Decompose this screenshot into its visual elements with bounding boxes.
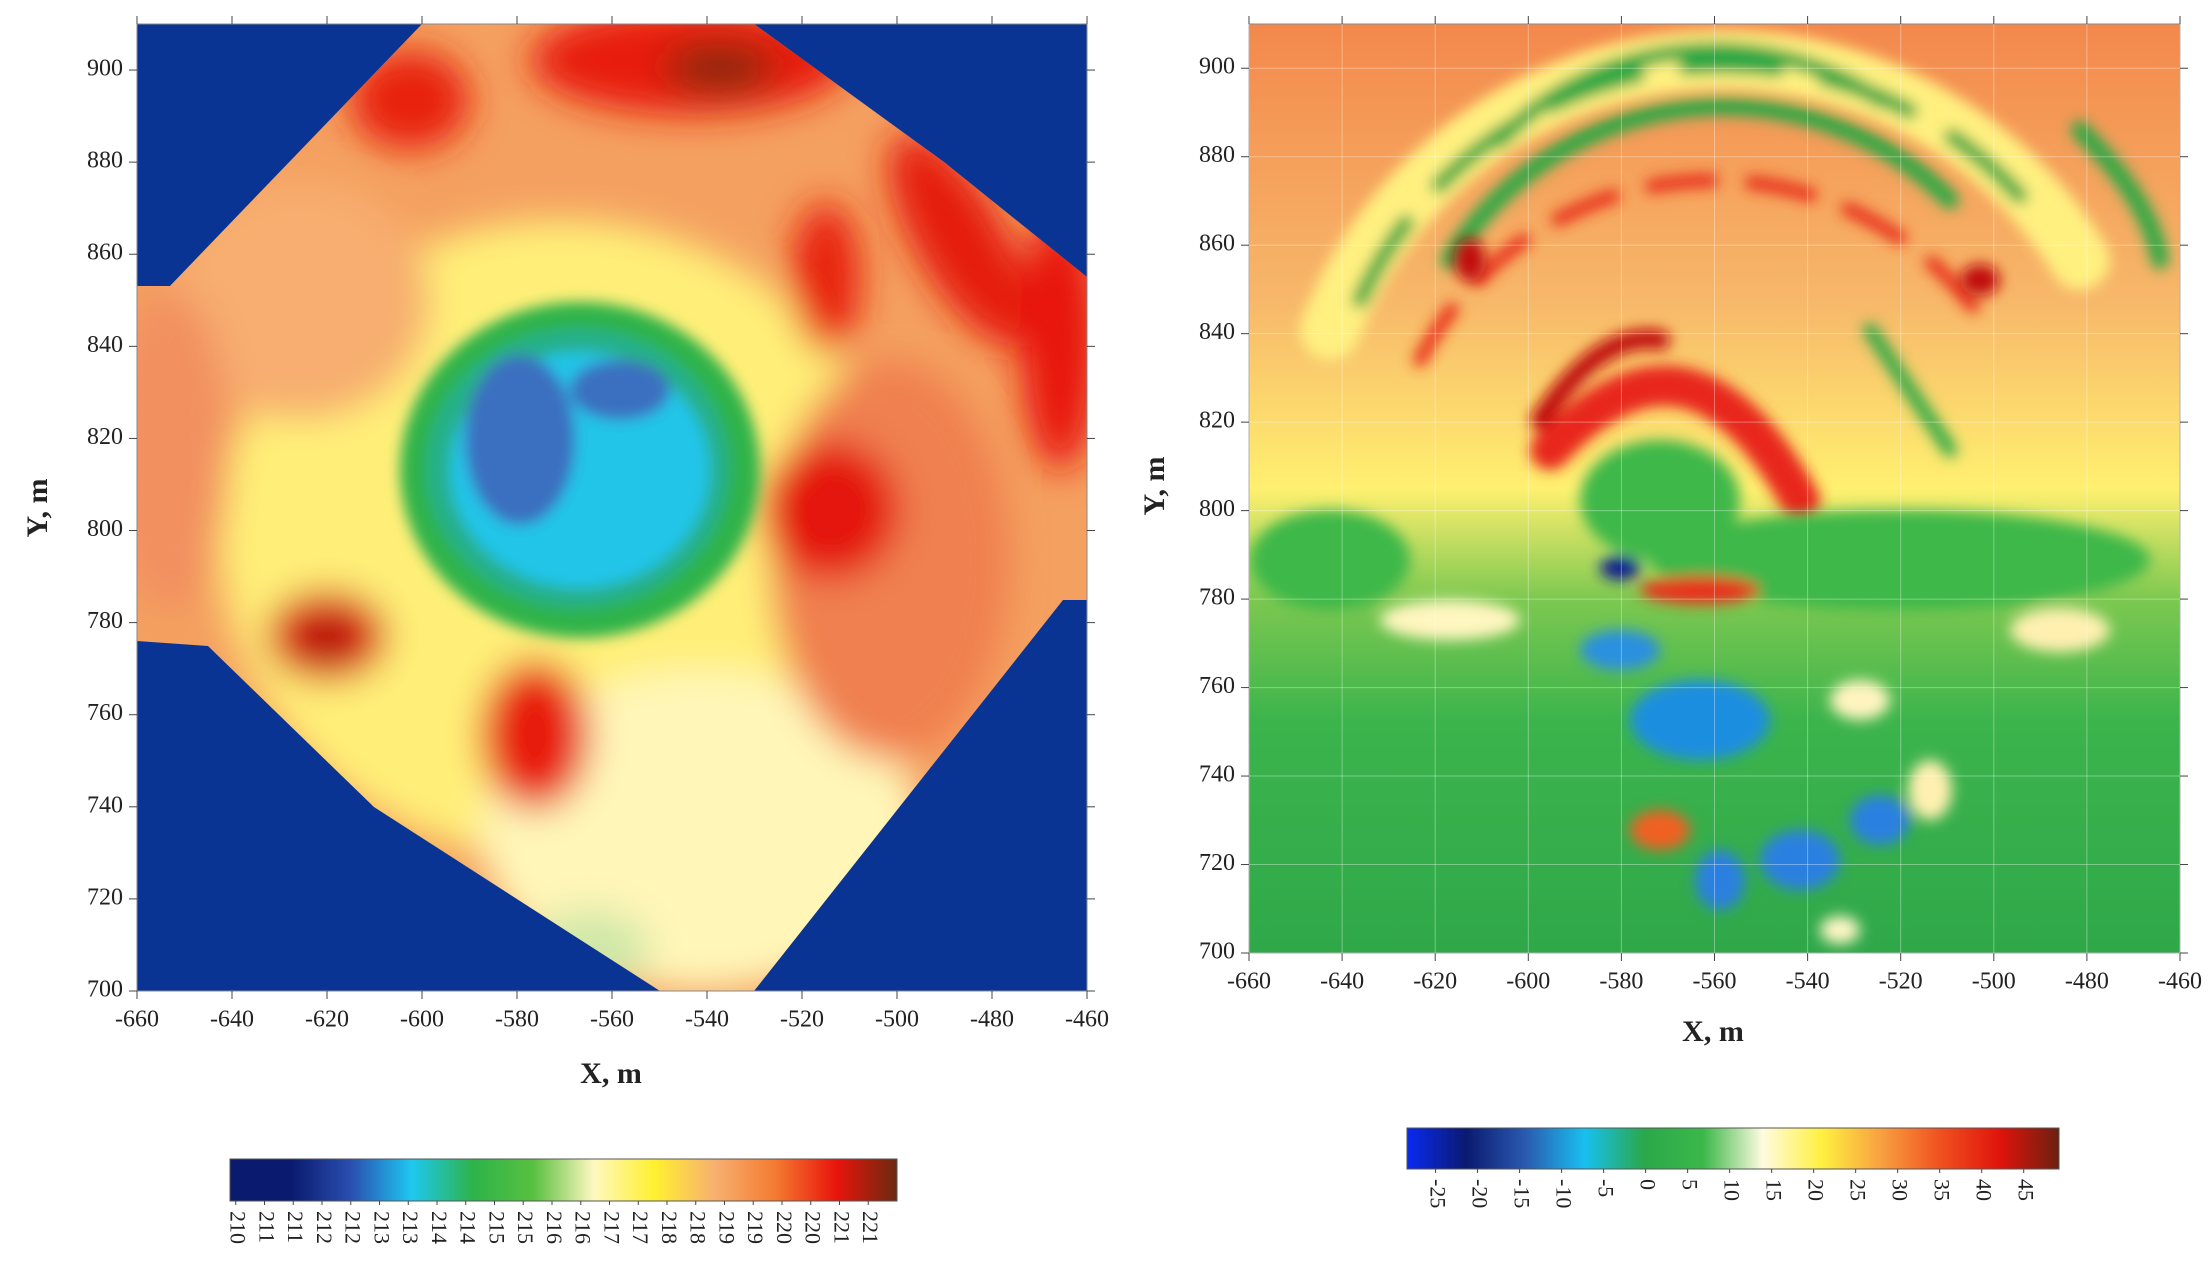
x-tick-label: -660 <box>115 1007 159 1033</box>
colorbar-tick-label: 213 <box>369 1211 394 1244</box>
colorbar-tick-label: 219 <box>714 1211 739 1244</box>
colorbar-tick-label: 5 <box>1678 1179 1703 1190</box>
y-tick-label: 900 <box>87 56 123 82</box>
x-axis-label: X, m <box>1682 1015 1744 1048</box>
colorbar-tick-label: 218 <box>686 1211 711 1244</box>
colorbar-tick-label: 216 <box>571 1211 596 1244</box>
colorbar <box>1406 1127 2060 1170</box>
colorbar-tick-label: 219 <box>743 1211 768 1244</box>
y-tick-label: 720 <box>1199 850 1235 876</box>
x-tick-label: -540 <box>1786 969 1830 995</box>
x-tick-label: -560 <box>1693 969 1737 995</box>
colorbar-tick-label: 216 <box>542 1211 567 1244</box>
x-tick-label: -640 <box>1320 969 1364 995</box>
x-tick-label: -500 <box>1972 969 2016 995</box>
y-tick-label: 700 <box>1199 939 1235 965</box>
colorbar-tick-label: 15 <box>1762 1179 1787 1201</box>
colorbar-tick-label: -10 <box>1552 1179 1577 1208</box>
x-tick-label: -580 <box>495 1007 539 1033</box>
x-tick-label: -500 <box>875 1007 919 1033</box>
colorbar-tick-label: 45 <box>2014 1179 2039 1201</box>
x-tick-label: -600 <box>1506 969 1550 995</box>
x-tick-label: -600 <box>400 1007 444 1033</box>
colorbar-tick-label: 221 <box>829 1211 854 1244</box>
y-tick-label: 740 <box>1199 762 1235 788</box>
colorbar-tick-label: 211 <box>254 1211 279 1243</box>
colorbar-tick-label: 214 <box>456 1211 481 1244</box>
x-tick-label: -480 <box>2065 969 2109 995</box>
colorbar-tick-label: 20 <box>1804 1179 1829 1201</box>
x-tick-label: -460 <box>2158 969 2202 995</box>
y-tick-label: 820 <box>1199 408 1235 434</box>
y-axis-label: Y, m <box>1138 457 1171 516</box>
colorbar-tick-label: 210 <box>226 1211 251 1244</box>
colorbar-tick-label: 217 <box>628 1211 653 1244</box>
colorbar-tick-label: 214 <box>427 1211 452 1244</box>
colorbar-tick-label: 212 <box>341 1211 366 1244</box>
y-tick-label: 740 <box>87 792 123 818</box>
y-tick-label: 860 <box>1199 231 1235 257</box>
x-tick-label: -480 <box>970 1007 1014 1033</box>
x-tick-label: -540 <box>685 1007 729 1033</box>
colorbar-tick-label: 0 <box>1636 1179 1661 1190</box>
x-tick-label: -620 <box>1413 969 1457 995</box>
colorbar-tick-label: 40 <box>1972 1179 1997 1201</box>
x-tick-label: -520 <box>1879 969 1923 995</box>
x-tick-label: -640 <box>210 1007 254 1033</box>
y-tick-label: 820 <box>87 424 123 450</box>
x-tick-label: -560 <box>590 1007 634 1033</box>
y-axis-label: Y, m <box>21 479 54 538</box>
colorbar-tick-label: 30 <box>1888 1179 1913 1201</box>
x-tick-label: -580 <box>1599 969 1643 995</box>
map-left <box>137 24 1087 991</box>
colorbar-tick-label: -5 <box>1594 1179 1619 1197</box>
colorbar-tick-label: -15 <box>1510 1179 1535 1208</box>
colorbar-tick-label: 215 <box>513 1211 538 1244</box>
y-tick-label: 780 <box>1199 585 1235 611</box>
y-tick-label: 900 <box>1199 54 1235 80</box>
x-tick-label: -620 <box>305 1007 349 1033</box>
y-tick-label: 720 <box>87 884 123 910</box>
y-tick-label: 800 <box>87 516 123 542</box>
colorbar-tick-label: 212 <box>312 1211 337 1244</box>
y-tick-label: 760 <box>1199 673 1235 699</box>
y-tick-label: 760 <box>87 700 123 726</box>
y-tick-label: 840 <box>1199 319 1235 345</box>
colorbar-tick-label: 218 <box>657 1211 682 1244</box>
colorbar-tick-label: -25 <box>1426 1179 1451 1208</box>
y-tick-label: 800 <box>1199 496 1235 522</box>
colorbar-tick-label: 220 <box>801 1211 826 1244</box>
y-tick-label: 780 <box>87 608 123 634</box>
x-axis-label: X, m <box>580 1057 642 1090</box>
colorbar-tick-label: 10 <box>1720 1179 1745 1201</box>
colorbar-tick-label: 35 <box>1930 1179 1955 1201</box>
colorbar-tick-label: 213 <box>398 1211 423 1244</box>
y-tick-label: 860 <box>87 240 123 266</box>
y-tick-label: 880 <box>1199 142 1235 168</box>
colorbar-tick-label: 25 <box>1846 1179 1871 1201</box>
x-tick-label: -460 <box>1065 1007 1109 1033</box>
y-tick-label: 840 <box>87 332 123 358</box>
x-tick-label: -520 <box>780 1007 824 1033</box>
colorbar-tick-label: 211 <box>283 1211 308 1243</box>
y-tick-label: 700 <box>87 977 123 1003</box>
colorbar-tick-label: 217 <box>599 1211 624 1244</box>
colorbar <box>229 1158 898 1202</box>
x-tick-label: -660 <box>1227 969 1271 995</box>
colorbar-tick-label: 215 <box>484 1211 509 1244</box>
colorbar-tick-label: 221 <box>858 1211 883 1244</box>
colorbar-tick-label: -20 <box>1468 1179 1493 1208</box>
map-right <box>1249 24 2180 953</box>
colorbar-tick-label: 220 <box>772 1211 797 1244</box>
y-tick-label: 880 <box>87 148 123 174</box>
